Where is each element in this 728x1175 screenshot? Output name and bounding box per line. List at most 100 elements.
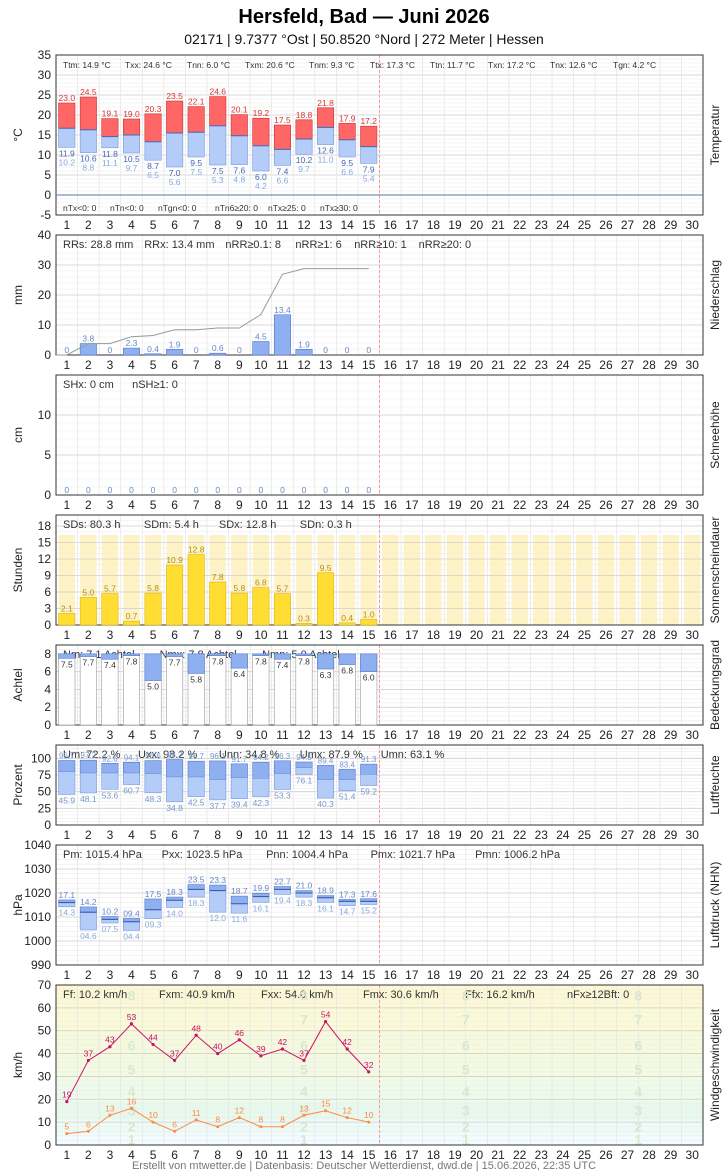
x-tick-label: 16 xyxy=(384,728,398,742)
beaufort-number: 7 xyxy=(300,1011,308,1027)
y-tick-label: 0 xyxy=(44,188,51,202)
beaufort-number: 2 xyxy=(634,1119,642,1135)
sun-label: 0.4 xyxy=(341,613,353,623)
humidity-min-label: 48.3 xyxy=(145,794,162,804)
temp-min-label: 6.0 xyxy=(255,172,267,182)
stat-label: Pm: 1015.4 hPa xyxy=(63,849,143,861)
pressure-min-label: 04.6 xyxy=(80,931,97,941)
y-tick-label: 0 xyxy=(44,818,51,832)
stat-label: Txx: 24.6 °C xyxy=(125,60,172,70)
humidity-lower-bar xyxy=(101,772,119,790)
precip-label: 0 xyxy=(345,345,350,355)
humidity-upper-bar xyxy=(360,763,378,775)
x-tick-label: 7 xyxy=(193,358,200,372)
wind-gust-point xyxy=(194,1033,198,1037)
pressure-max-label: 23.3 xyxy=(209,875,226,885)
humidity-upper-bar xyxy=(58,760,76,772)
x-tick-label: 21 xyxy=(491,218,505,232)
x-tick-label: 15 xyxy=(362,828,376,842)
x-tick-label: 13 xyxy=(319,628,333,642)
temp-max-label: 23.0 xyxy=(59,93,76,103)
x-tick-label: 3 xyxy=(107,1148,114,1162)
x-tick-label: 16 xyxy=(384,218,398,232)
precip-label: 0 xyxy=(108,345,113,355)
precip-bar xyxy=(122,347,140,356)
snow-label: 0 xyxy=(108,485,113,495)
temp-max-bar xyxy=(252,117,270,147)
y-tick-label: 0 xyxy=(44,488,51,502)
wind-gust-label: 32 xyxy=(364,1060,374,1070)
beaufort-number: 7 xyxy=(634,1011,642,1027)
stat-label: Tgn: 4.2 °C xyxy=(613,60,656,70)
panel-title: Windgeschwindigkeit xyxy=(708,1008,722,1121)
sun-bar xyxy=(273,593,291,626)
temp-mean-bar xyxy=(166,132,184,168)
pressure-min-label: 18.3 xyxy=(296,898,313,908)
x-tick-label: 5 xyxy=(150,498,157,512)
x-tick-label: 27 xyxy=(621,218,635,232)
x-tick-label: 16 xyxy=(384,968,398,982)
panel-title: Luftdruck (NHN) xyxy=(708,862,722,949)
x-tick-label: 28 xyxy=(642,358,656,372)
sun-label: 6.8 xyxy=(255,578,267,588)
cloud-label: 7.5 xyxy=(61,659,73,669)
wind-gust-label: 37 xyxy=(84,1048,94,1058)
x-tick-label: 30 xyxy=(686,358,700,372)
pressure-lower-bar xyxy=(209,890,227,913)
precip-label: 0 xyxy=(194,345,199,355)
x-tick-label: 11 xyxy=(276,968,289,982)
sun-label: 1.0 xyxy=(363,610,375,620)
sun-possible-bar xyxy=(533,534,550,625)
cloud-label: 7.8 xyxy=(298,657,310,667)
y-tick-label: 10 xyxy=(38,408,52,422)
beaufort-number: 6 xyxy=(634,1038,642,1054)
pressure-min-label: 12.0 xyxy=(209,913,226,923)
pressure-max-label: 17.1 xyxy=(59,890,76,900)
snow-label: 0 xyxy=(172,485,177,495)
cloud-label: 6.0 xyxy=(363,673,375,683)
x-tick-label: 15 xyxy=(362,968,376,982)
humidity-min-label: 37.7 xyxy=(209,801,226,811)
pressure-lower-bar xyxy=(273,889,291,895)
stat-label: nRR≥20: 0 xyxy=(419,239,472,251)
x-tick-label: 23 xyxy=(535,498,549,512)
y-tick-label: 35 xyxy=(38,48,52,62)
sun-possible-bar xyxy=(295,534,313,625)
cloud-label: 6.3 xyxy=(320,670,332,680)
y-tick-label: 70 xyxy=(38,978,52,992)
x-tick-label: 13 xyxy=(319,358,333,372)
y-axis-unit: km/h xyxy=(11,1052,25,1078)
x-tick-label: 24 xyxy=(556,728,570,742)
precip-label: 0.6 xyxy=(212,343,224,353)
stat-label: Ttx: 17.3 °C xyxy=(370,60,415,70)
temp-max-bar xyxy=(58,102,76,129)
x-tick-label: 16 xyxy=(384,1148,398,1162)
temp-max-bar xyxy=(79,96,97,131)
x-tick-label: 6 xyxy=(171,358,178,372)
y-tick-label: 10 xyxy=(38,1115,52,1129)
sun-bar xyxy=(338,622,356,626)
x-tick-label: 20 xyxy=(470,498,484,512)
x-tick-label: 5 xyxy=(150,728,157,742)
panel-frame xyxy=(55,234,704,356)
sun-possible-bar xyxy=(576,534,593,625)
wind-mean-point xyxy=(324,1109,328,1113)
temp-ground-label: 6.6 xyxy=(277,175,289,185)
pressure-max-label: 18.9 xyxy=(317,886,334,896)
pressure-min-label: 14.0 xyxy=(166,908,183,918)
temp-ground-label: 4.2 xyxy=(255,181,267,191)
x-tick-label: 19 xyxy=(448,358,462,372)
x-tick-label: 27 xyxy=(621,628,635,642)
humidity-min-label: 53.3 xyxy=(274,790,291,800)
x-tick-label: 2 xyxy=(85,1148,92,1162)
sun-label: 0.3 xyxy=(298,613,310,623)
x-tick-label: 8 xyxy=(214,358,221,372)
wind-gust-label: 40 xyxy=(213,1042,223,1052)
x-tick-label: 24 xyxy=(556,1148,570,1162)
x-tick-label: 23 xyxy=(535,728,549,742)
x-tick-label: 7 xyxy=(193,1148,200,1162)
humidity-max-label: 89.4 xyxy=(318,756,334,765)
wind-gust-point xyxy=(151,1042,155,1047)
